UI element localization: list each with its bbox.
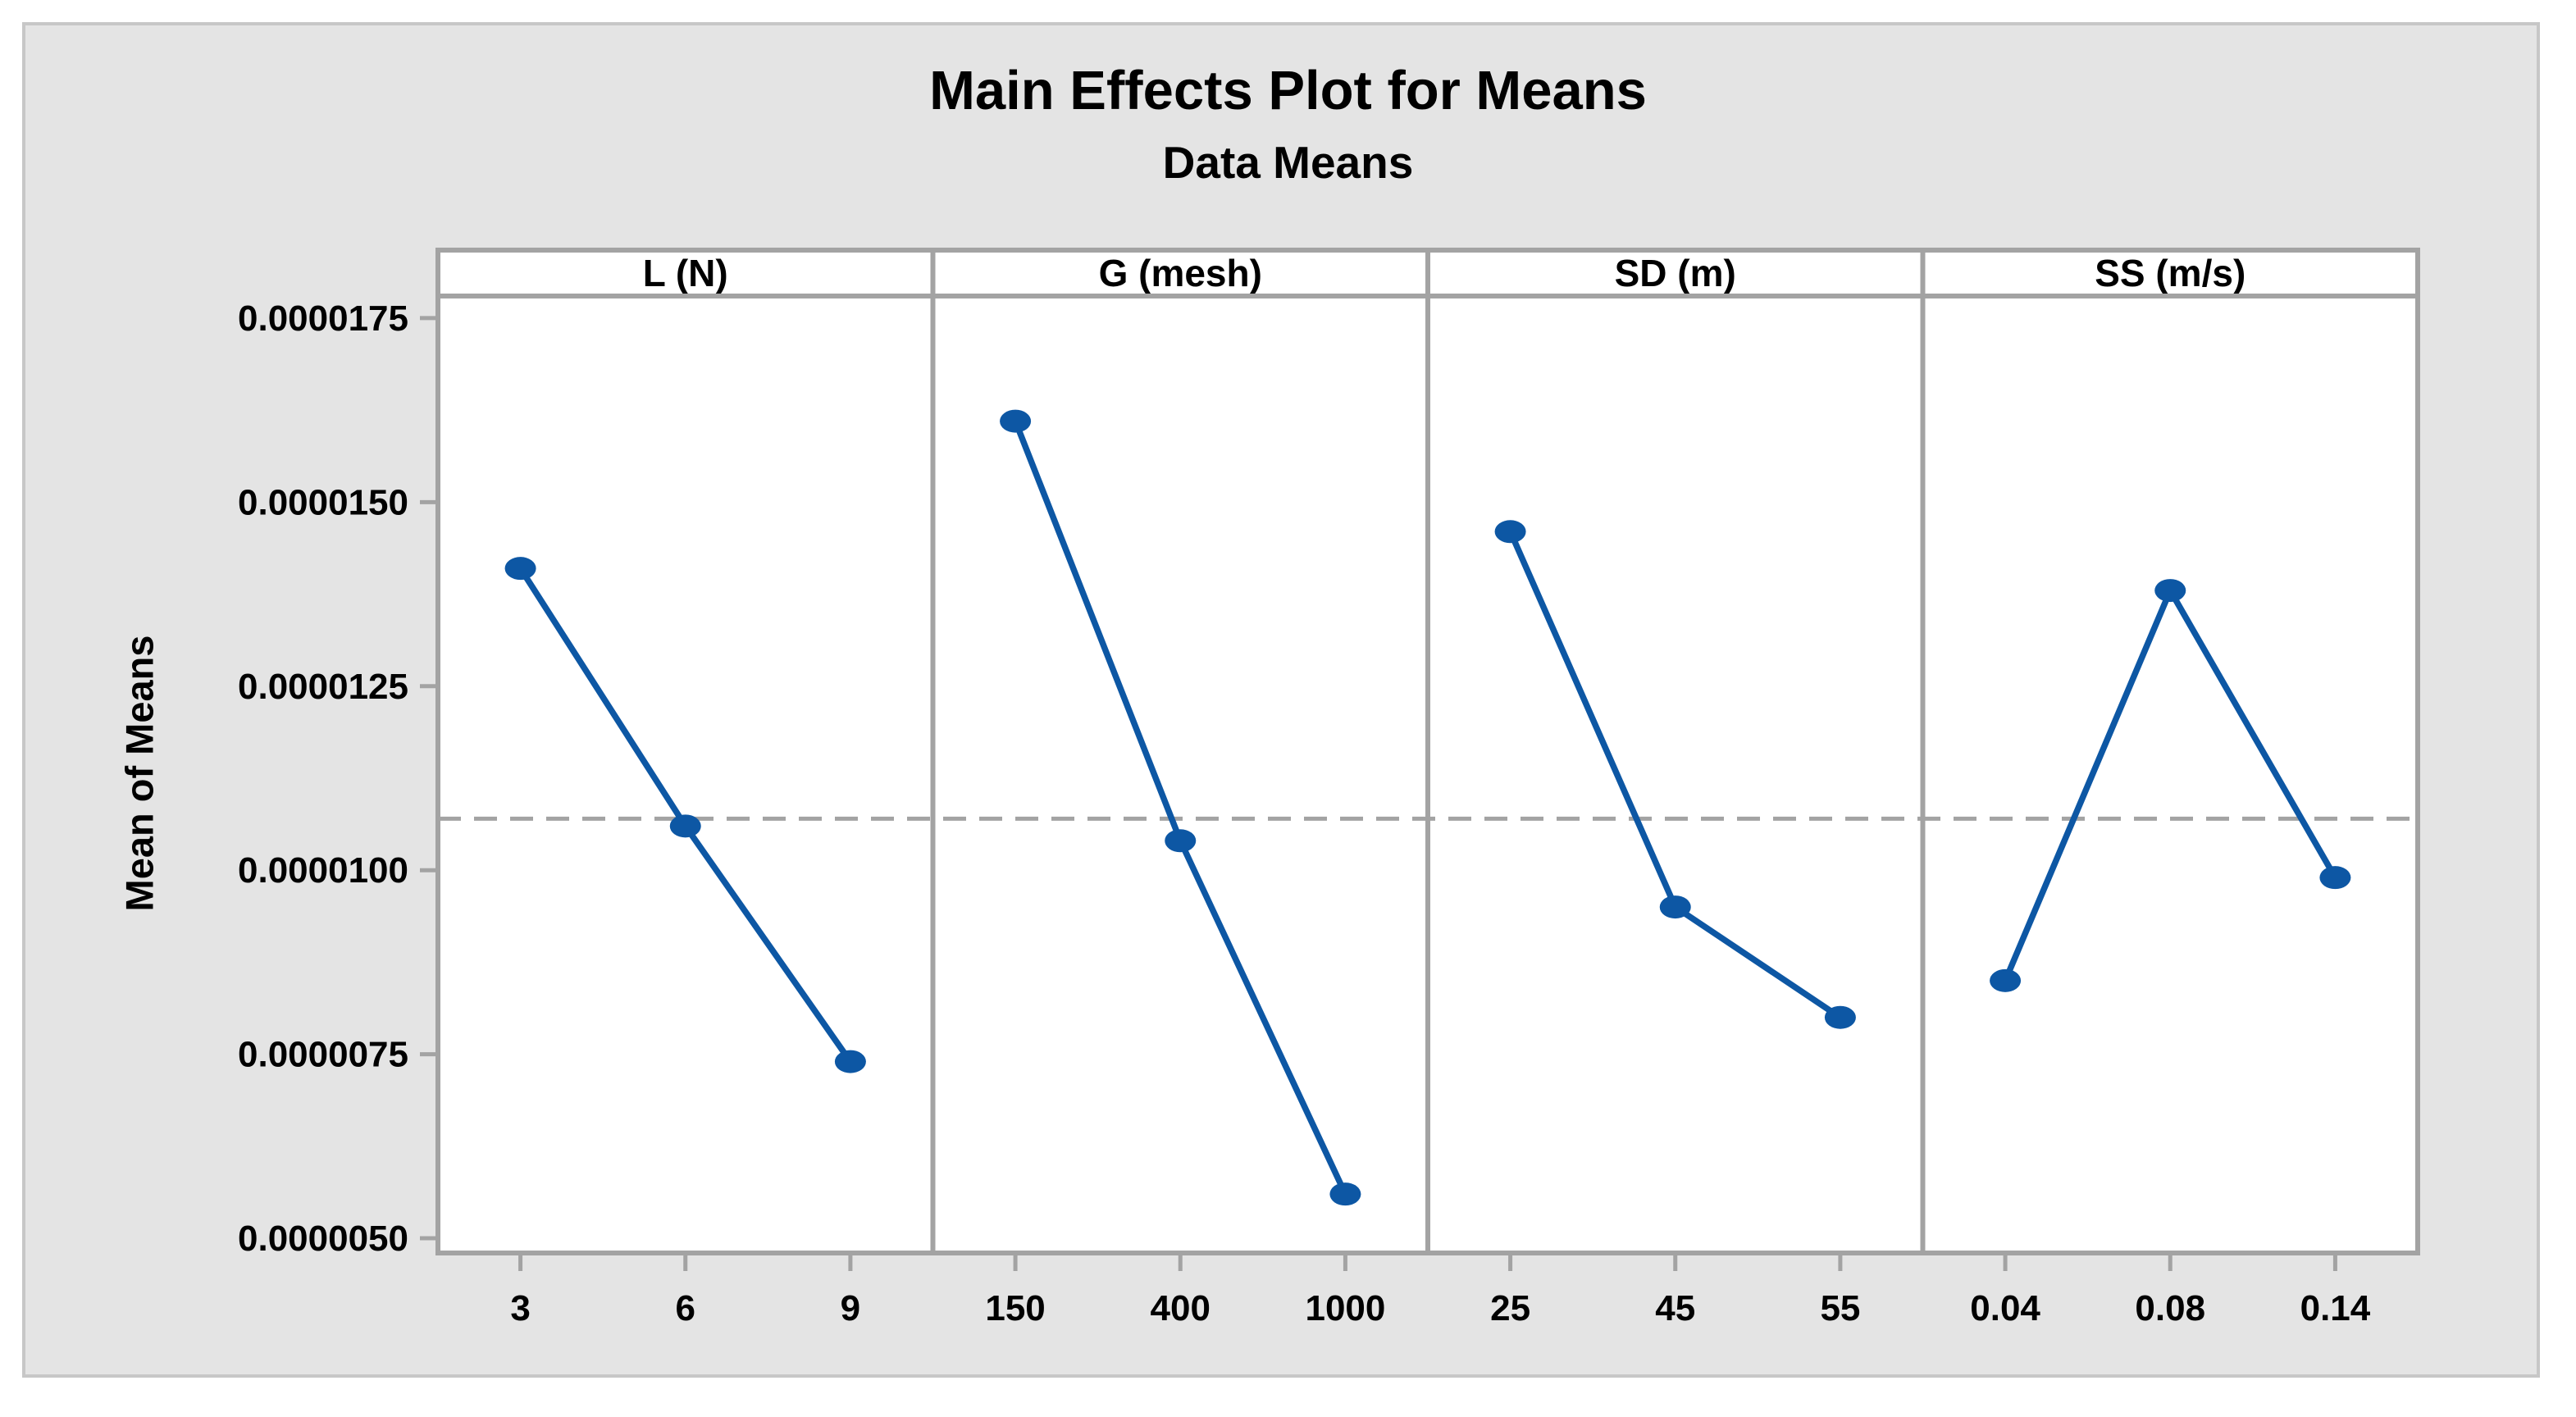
x-tick-label: 150	[985, 1288, 1045, 1328]
x-tick-label: 25	[1490, 1288, 1530, 1328]
panel-g-mesh	[1000, 409, 1361, 1271]
x-tick-label: 0.08	[2135, 1288, 2205, 1328]
panel-header-label: G (mesh)	[1099, 252, 1262, 294]
panel-sd-m	[1494, 520, 1856, 1271]
data-point	[504, 557, 536, 581]
y-axis-label: Mean of Means	[117, 635, 162, 912]
x-tick-label: 6	[676, 1288, 695, 1328]
panel-header-label: SD (m)	[1615, 252, 1736, 294]
y-tick-label: 0.0000150	[238, 482, 408, 522]
y-tick-label: 0.0000050	[238, 1219, 408, 1259]
panel-ss-m-s	[1990, 579, 2351, 1271]
chart-subtitle: Data Means	[1162, 137, 1414, 188]
data-point	[669, 814, 701, 838]
data-point	[1824, 1005, 1856, 1029]
data-point	[1659, 895, 1691, 919]
data-point	[834, 1050, 866, 1073]
x-tick-label: 1000	[1305, 1288, 1385, 1328]
data-point	[2154, 579, 2186, 603]
panel-l-n	[504, 557, 866, 1271]
data-point	[2319, 866, 2351, 890]
x-tick-label: 400	[1151, 1288, 1210, 1328]
x-tick-label: 3	[510, 1288, 530, 1328]
y-tick-label: 0.0000100	[238, 850, 408, 891]
x-tick-label: 55	[1820, 1288, 1860, 1328]
data-point	[1990, 968, 2022, 992]
y-tick-label: 0.0000075	[238, 1035, 408, 1075]
panel-header-label: L (N)	[643, 252, 728, 294]
y-tick-label: 0.0000125	[238, 667, 408, 707]
x-tick-label: 0.04	[1970, 1288, 2040, 1328]
data-point	[1494, 520, 1526, 544]
data-point	[1165, 829, 1197, 853]
data-point	[1329, 1182, 1361, 1206]
x-tick-label: 9	[841, 1288, 860, 1328]
panel-header-label: SS (m/s)	[2095, 252, 2245, 294]
data-point	[1000, 409, 1032, 433]
x-tick-label: 0.14	[2300, 1288, 2371, 1328]
chart-title: Main Effects Plot for Means	[929, 60, 1647, 121]
x-tick-label: 45	[1655, 1288, 1695, 1328]
y-tick-label: 0.0000175	[238, 298, 408, 339]
